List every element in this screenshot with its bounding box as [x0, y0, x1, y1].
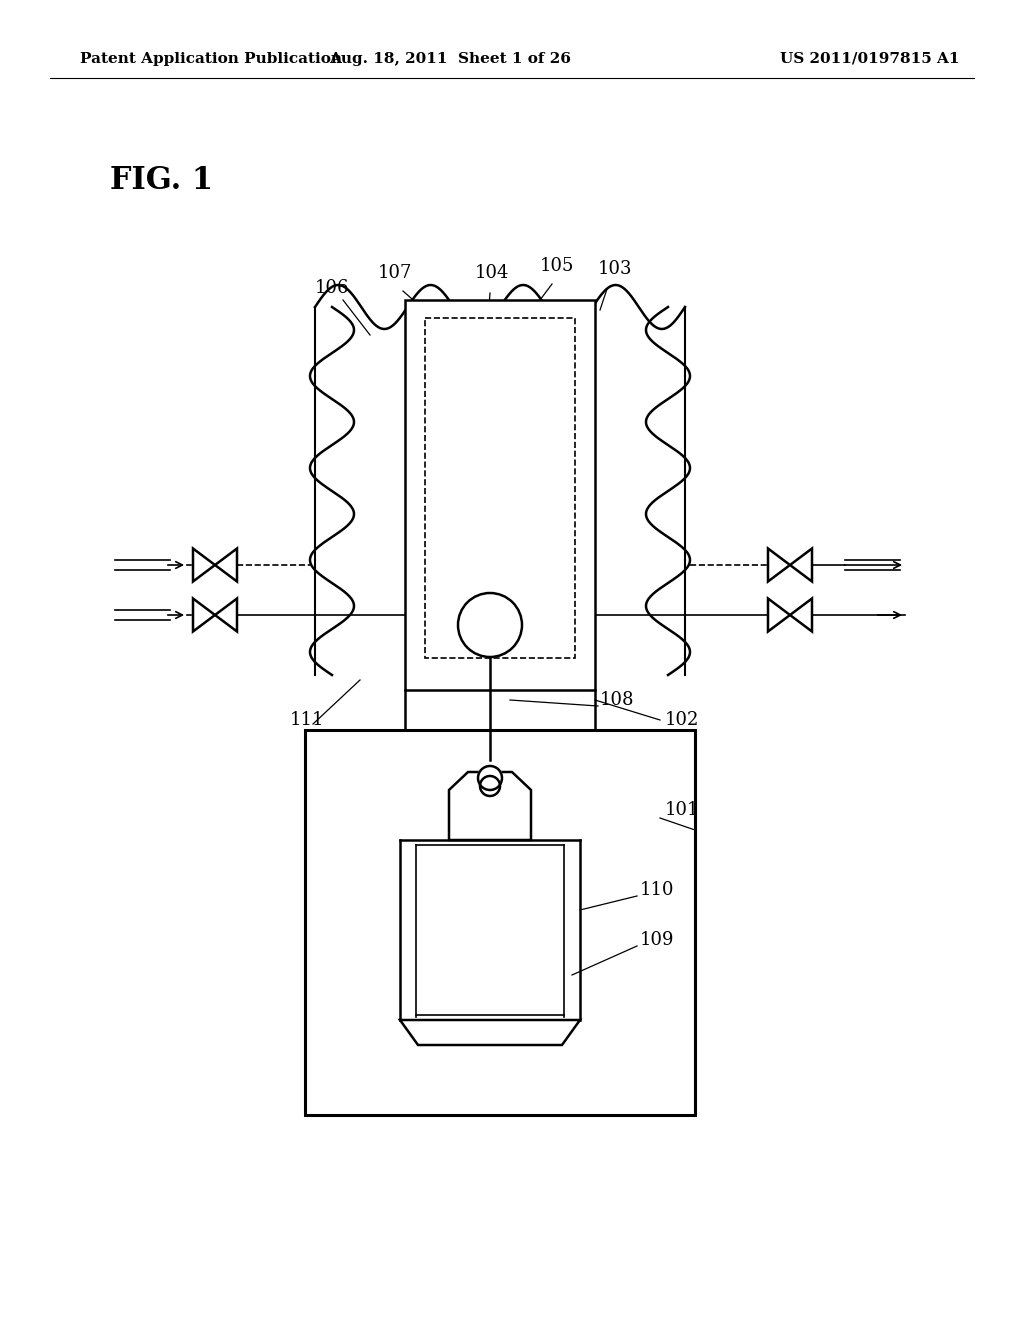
Text: 111: 111: [290, 711, 325, 729]
Bar: [305, 730, 695, 1115]
Bar: [406, 300, 595, 690]
Circle shape: [478, 766, 502, 789]
Text: Patent Application Publication: Patent Application Publication: [80, 51, 342, 66]
Polygon shape: [193, 549, 215, 582]
Polygon shape: [215, 549, 237, 582]
Text: 102: 102: [665, 711, 699, 729]
Polygon shape: [790, 598, 812, 631]
Text: 108: 108: [600, 690, 635, 709]
Polygon shape: [215, 598, 237, 631]
Text: FIG. 1: FIG. 1: [110, 165, 213, 195]
Text: 105: 105: [540, 257, 574, 275]
Circle shape: [480, 776, 500, 796]
Text: 106: 106: [315, 279, 349, 297]
Text: US 2011/0197815 A1: US 2011/0197815 A1: [780, 51, 961, 66]
Circle shape: [458, 593, 522, 657]
Polygon shape: [790, 549, 812, 582]
Text: 103: 103: [598, 260, 633, 279]
Bar: [425, 318, 575, 657]
Text: 109: 109: [640, 931, 675, 949]
Text: Aug. 18, 2011  Sheet 1 of 26: Aug. 18, 2011 Sheet 1 of 26: [329, 51, 571, 66]
Text: 104: 104: [475, 264, 509, 282]
Text: 107: 107: [378, 264, 413, 282]
Polygon shape: [400, 1020, 580, 1045]
Text: 110: 110: [640, 880, 675, 899]
Polygon shape: [768, 598, 790, 631]
Polygon shape: [193, 598, 215, 631]
Polygon shape: [768, 549, 790, 582]
Polygon shape: [449, 772, 531, 840]
Text: 101: 101: [665, 801, 699, 818]
